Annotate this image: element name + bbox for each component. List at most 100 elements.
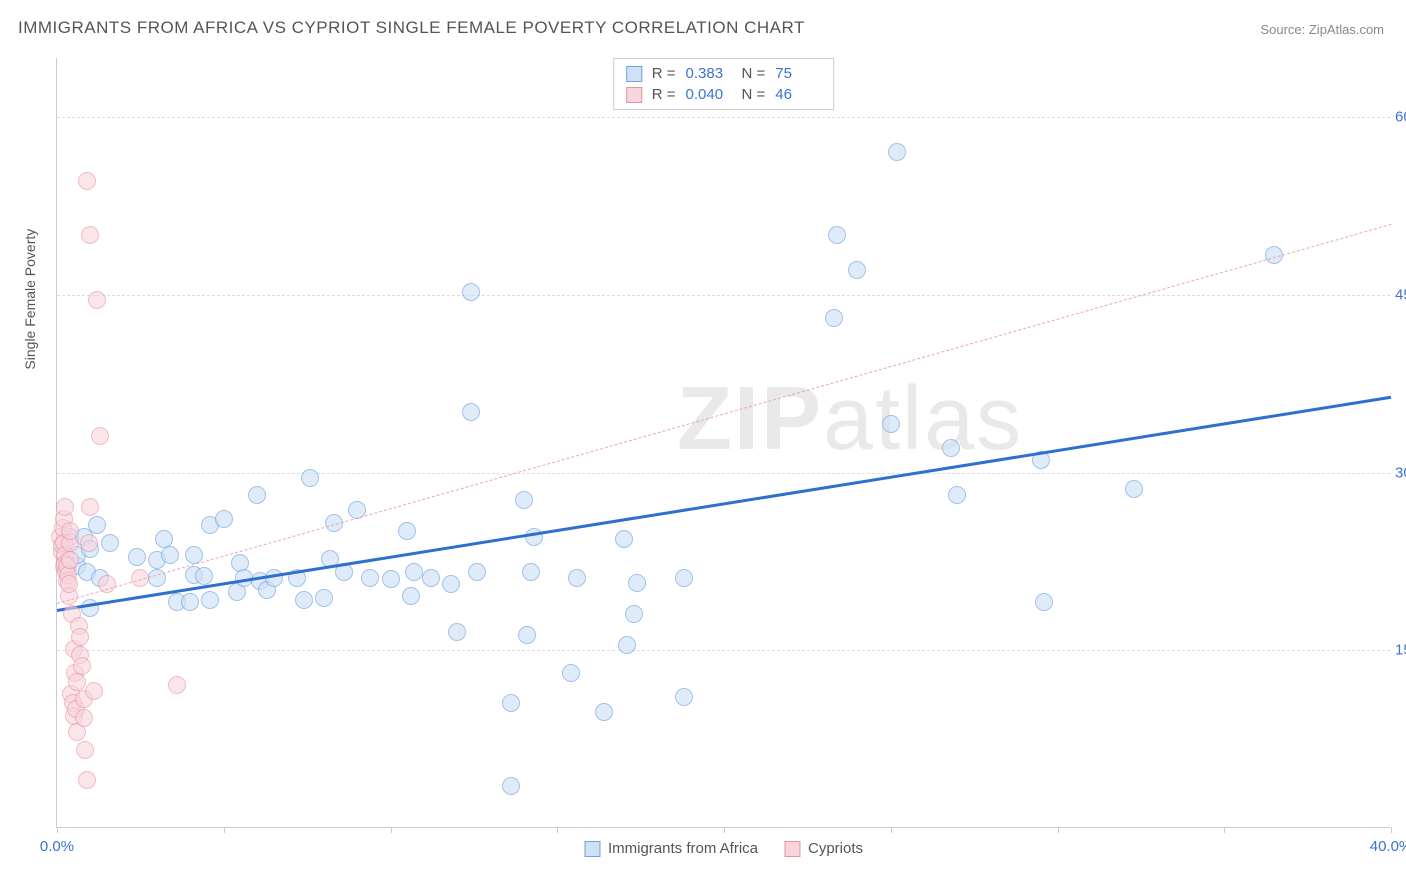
data-point-africa (402, 587, 420, 605)
data-point-africa (398, 522, 416, 540)
data-point-cypriots (60, 575, 78, 593)
data-point-africa (568, 569, 586, 587)
x-tick-label: 0.0% (40, 838, 74, 855)
data-point-africa (948, 486, 966, 504)
data-point-cypriots (68, 673, 86, 691)
data-point-africa (101, 534, 119, 552)
data-point-africa (522, 563, 540, 581)
x-tick (57, 827, 58, 833)
data-point-africa (422, 569, 440, 587)
watermark: ZIPatlas (677, 368, 1023, 471)
swatch-cypriots (626, 87, 642, 103)
stats-row-africa: R = 0.383 N = 75 (622, 63, 826, 84)
data-point-africa (825, 309, 843, 327)
data-point-africa (442, 575, 460, 593)
data-point-africa (628, 574, 646, 592)
r-value-cypriots: 0.040 (686, 86, 732, 103)
data-point-africa (181, 593, 199, 611)
data-point-africa (595, 703, 613, 721)
data-point-africa (248, 486, 266, 504)
data-point-africa (1035, 593, 1053, 611)
data-point-cypriots (78, 172, 96, 190)
r-label: R = (652, 86, 676, 103)
bottom-legend: Immigrants from Africa Cypriots (584, 840, 863, 857)
data-point-africa (315, 589, 333, 607)
data-point-africa (405, 563, 423, 581)
plot-area: ZIPatlas R = 0.383 N = 75 R = 0.040 N = … (56, 58, 1390, 828)
data-point-africa (468, 563, 486, 581)
swatch-africa (626, 66, 642, 82)
x-tick (891, 827, 892, 833)
data-point-africa (942, 439, 960, 457)
x-tick (391, 827, 392, 833)
data-point-africa (502, 777, 520, 795)
data-point-cypriots (75, 709, 93, 727)
watermark-light: atlas (823, 369, 1023, 469)
x-tick-label: 40.0% (1370, 838, 1406, 855)
data-point-africa (462, 283, 480, 301)
source-label: Source: ZipAtlas.com (1260, 22, 1384, 37)
data-point-cypriots (61, 551, 79, 569)
data-point-africa (882, 415, 900, 433)
data-point-africa (295, 591, 313, 609)
data-point-cypriots (85, 682, 103, 700)
x-tick (1058, 827, 1059, 833)
y-axis-title: Single Female Poverty (22, 229, 38, 370)
data-point-cypriots (80, 534, 98, 552)
trend-line-cypriots (57, 224, 1391, 604)
data-point-africa (161, 546, 179, 564)
data-point-africa (301, 469, 319, 487)
grid-line (57, 295, 1390, 296)
y-tick-label: 15.0% (1395, 642, 1406, 659)
y-tick-label: 30.0% (1395, 464, 1406, 481)
x-tick (1391, 827, 1392, 833)
data-point-cypriots (78, 771, 96, 789)
legend-item-africa: Immigrants from Africa (584, 840, 758, 857)
data-point-cypriots (76, 741, 94, 759)
data-point-africa (562, 664, 580, 682)
data-point-africa (615, 530, 633, 548)
data-point-africa (1125, 480, 1143, 498)
grid-line (57, 473, 1390, 474)
data-point-africa (502, 694, 520, 712)
x-tick (1224, 827, 1225, 833)
data-point-africa (448, 623, 466, 641)
legend-label-africa: Immigrants from Africa (608, 840, 758, 857)
data-point-africa (515, 491, 533, 509)
chart-title: IMMIGRANTS FROM AFRICA VS CYPRIOT SINGLE… (18, 18, 805, 38)
data-point-africa (201, 591, 219, 609)
data-point-africa (382, 570, 400, 588)
y-tick-label: 45.0% (1395, 286, 1406, 303)
data-point-cypriots (73, 657, 91, 675)
n-label: N = (742, 65, 766, 82)
legend-swatch-cypriots (784, 841, 800, 857)
n-label: N = (742, 86, 766, 103)
y-tick-label: 60.0% (1395, 109, 1406, 126)
data-point-africa (128, 548, 146, 566)
data-point-africa (618, 636, 636, 654)
data-point-cypriots (71, 628, 89, 646)
r-label: R = (652, 65, 676, 82)
legend-item-cypriots: Cypriots (784, 840, 863, 857)
data-point-cypriots (81, 498, 99, 516)
data-point-africa (215, 510, 233, 528)
stats-row-cypriots: R = 0.040 N = 46 (622, 84, 826, 105)
data-point-africa (675, 569, 693, 587)
data-point-africa (462, 403, 480, 421)
data-point-africa (518, 626, 536, 644)
data-point-africa (195, 567, 213, 585)
data-point-africa (185, 546, 203, 564)
legend-swatch-africa (584, 841, 600, 857)
legend-label-cypriots: Cypriots (808, 840, 863, 857)
data-point-africa (828, 226, 846, 244)
x-tick (724, 827, 725, 833)
data-point-africa (675, 688, 693, 706)
data-point-cypriots (91, 427, 109, 445)
grid-line (57, 650, 1390, 651)
data-point-cypriots (56, 498, 74, 516)
data-point-africa (888, 143, 906, 161)
x-tick (224, 827, 225, 833)
data-point-africa (848, 261, 866, 279)
data-point-africa (625, 605, 643, 623)
x-tick (557, 827, 558, 833)
